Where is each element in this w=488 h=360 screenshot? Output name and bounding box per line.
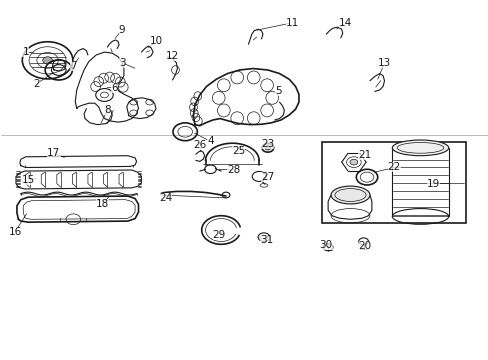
Text: 31: 31 <box>259 235 272 245</box>
Text: 24: 24 <box>159 193 172 203</box>
Text: 3: 3 <box>119 58 125 68</box>
Text: 23: 23 <box>261 139 274 149</box>
Ellipse shape <box>264 146 270 150</box>
Text: 29: 29 <box>212 230 225 240</box>
Text: 9: 9 <box>119 25 125 35</box>
Text: 30: 30 <box>319 240 332 250</box>
Text: 4: 4 <box>207 136 213 147</box>
Bar <box>322 143 465 223</box>
Ellipse shape <box>330 186 369 204</box>
Text: 10: 10 <box>149 36 162 46</box>
Text: 8: 8 <box>104 105 110 115</box>
Text: 17: 17 <box>47 148 61 158</box>
Ellipse shape <box>391 140 448 156</box>
Text: 11: 11 <box>285 18 298 28</box>
Text: 18: 18 <box>96 199 109 209</box>
Text: 25: 25 <box>232 146 245 156</box>
Text: 5: 5 <box>275 86 281 96</box>
Text: 22: 22 <box>387 162 400 172</box>
Text: 26: 26 <box>193 140 206 150</box>
Text: 16: 16 <box>8 227 21 237</box>
Text: 12: 12 <box>165 51 179 61</box>
Text: 1: 1 <box>22 47 29 57</box>
Ellipse shape <box>349 159 357 165</box>
Text: 15: 15 <box>21 175 35 185</box>
Text: 19: 19 <box>426 179 439 189</box>
Text: 20: 20 <box>358 241 371 251</box>
Text: 6: 6 <box>111 83 117 93</box>
Text: 2: 2 <box>34 78 40 89</box>
Text: 27: 27 <box>261 172 274 182</box>
Ellipse shape <box>42 57 52 64</box>
Text: 28: 28 <box>227 165 240 175</box>
Text: 21: 21 <box>358 150 371 160</box>
Text: 13: 13 <box>377 58 390 68</box>
Text: 14: 14 <box>338 18 351 28</box>
Text: 7: 7 <box>70 61 77 71</box>
